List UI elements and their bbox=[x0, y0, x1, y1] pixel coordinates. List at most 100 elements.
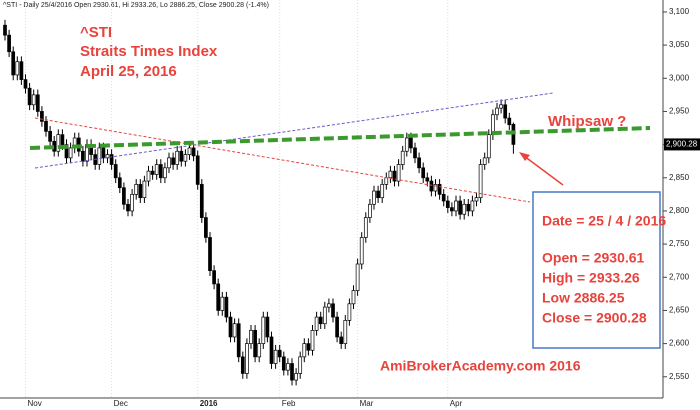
candle-body bbox=[466, 203, 471, 212]
candle-body bbox=[117, 177, 122, 189]
candle-body bbox=[167, 157, 171, 169]
y-tick-label: 2,850 bbox=[669, 173, 690, 182]
candle-body bbox=[462, 203, 467, 215]
candle-body bbox=[126, 203, 130, 212]
candle-body bbox=[318, 316, 323, 325]
candle-body bbox=[105, 154, 110, 159]
candle-body bbox=[482, 157, 487, 165]
candle-body bbox=[224, 296, 229, 318]
candle-body bbox=[343, 320, 348, 344]
candle-body bbox=[380, 184, 385, 199]
candle-body bbox=[158, 164, 163, 179]
y-tick-label: 2,600 bbox=[669, 339, 690, 348]
candle-body bbox=[212, 270, 216, 285]
candle-body bbox=[179, 150, 184, 162]
candle-body bbox=[220, 296, 225, 311]
candle-body bbox=[48, 130, 52, 142]
candle-body bbox=[269, 336, 274, 364]
candle-body bbox=[355, 263, 360, 291]
candle-body bbox=[228, 316, 233, 338]
candle-body bbox=[322, 306, 327, 325]
candle-body bbox=[154, 164, 159, 175]
candle-body bbox=[437, 184, 442, 195]
candle-body bbox=[327, 303, 331, 308]
candle-body bbox=[499, 104, 503, 109]
candle-body bbox=[175, 150, 180, 165]
candle-body bbox=[363, 217, 368, 238]
candle-body bbox=[372, 190, 376, 205]
candle-body bbox=[64, 144, 69, 159]
candle-body bbox=[286, 363, 290, 371]
resistance-line bbox=[34, 92, 554, 169]
candle-body bbox=[130, 194, 134, 212]
y-tick-label: 2,650 bbox=[669, 306, 690, 315]
header: ^STI - Daily 25/4/2016 Open 2930.61, Hi … bbox=[3, 2, 269, 9]
candle-body bbox=[429, 180, 434, 192]
candle-body bbox=[150, 170, 155, 175]
candle-body bbox=[290, 363, 294, 381]
last-price-label: 2,900.28 bbox=[666, 140, 698, 149]
x-tick-label: Feb bbox=[282, 399, 296, 408]
candle-body bbox=[3, 24, 7, 36]
candle-body bbox=[183, 154, 188, 162]
candle-body bbox=[56, 134, 61, 152]
candle-body bbox=[400, 150, 405, 165]
candle-body bbox=[298, 356, 303, 374]
subtitle: Straits Times Index bbox=[80, 43, 218, 60]
candle-body bbox=[44, 121, 48, 132]
y-tick-label: 2,800 bbox=[669, 206, 690, 215]
candle-body bbox=[27, 87, 32, 106]
candle-body bbox=[495, 107, 499, 116]
info-high: High = 2933.26 bbox=[542, 270, 640, 286]
candle-body bbox=[306, 343, 311, 351]
candle-body bbox=[249, 329, 253, 344]
footer: AmiBrokerAcademy.com 2016 bbox=[380, 358, 581, 374]
info-open: Open = 2930.61 bbox=[542, 250, 645, 266]
candle-body bbox=[146, 170, 151, 182]
arrow-head bbox=[519, 152, 530, 161]
candle-body bbox=[138, 184, 143, 199]
candle-body bbox=[310, 329, 315, 351]
x-tick-label: 2016 bbox=[200, 399, 218, 408]
candle-body bbox=[134, 184, 139, 195]
candle-body bbox=[302, 343, 307, 358]
support-line bbox=[34, 117, 531, 203]
candle-body bbox=[441, 194, 446, 202]
candle-body bbox=[195, 155, 200, 185]
candle-body bbox=[261, 316, 266, 344]
candle-body bbox=[450, 207, 454, 212]
info-close: Close = 2900.28 bbox=[542, 310, 647, 326]
info-low: Low 2886.25 bbox=[542, 290, 625, 306]
y-tick-label: 3,050 bbox=[669, 40, 690, 49]
candle-body bbox=[417, 157, 421, 169]
candle-body bbox=[113, 164, 118, 179]
candle-body bbox=[421, 167, 426, 179]
last-price-box bbox=[664, 138, 700, 151]
candle-body bbox=[257, 343, 262, 358]
candle-body bbox=[359, 237, 364, 265]
candle-body bbox=[413, 147, 417, 159]
candle-body bbox=[216, 283, 221, 311]
arrow bbox=[523, 155, 564, 186]
info-box bbox=[532, 191, 661, 349]
y-tick-label: 3,100 bbox=[669, 7, 690, 16]
candle-body bbox=[109, 154, 114, 165]
candle-body bbox=[204, 217, 208, 238]
candle-body bbox=[404, 137, 409, 152]
candle-body bbox=[265, 316, 270, 338]
candle-body bbox=[368, 203, 372, 218]
candle-body bbox=[81, 150, 85, 162]
candle-body bbox=[11, 51, 16, 76]
candle-body bbox=[458, 200, 462, 215]
candle-body bbox=[199, 184, 204, 218]
info-date: Date = 25 / 4 / 2016 bbox=[542, 213, 666, 229]
candle-body bbox=[376, 190, 380, 199]
y-tick-label: 2,550 bbox=[669, 372, 690, 381]
candle-body bbox=[60, 134, 65, 145]
plot bbox=[3, 0, 516, 398]
candle-body bbox=[392, 170, 397, 182]
candle-body bbox=[191, 147, 196, 157]
candle-body bbox=[101, 147, 106, 159]
y-tick-label: 3,000 bbox=[669, 73, 690, 82]
